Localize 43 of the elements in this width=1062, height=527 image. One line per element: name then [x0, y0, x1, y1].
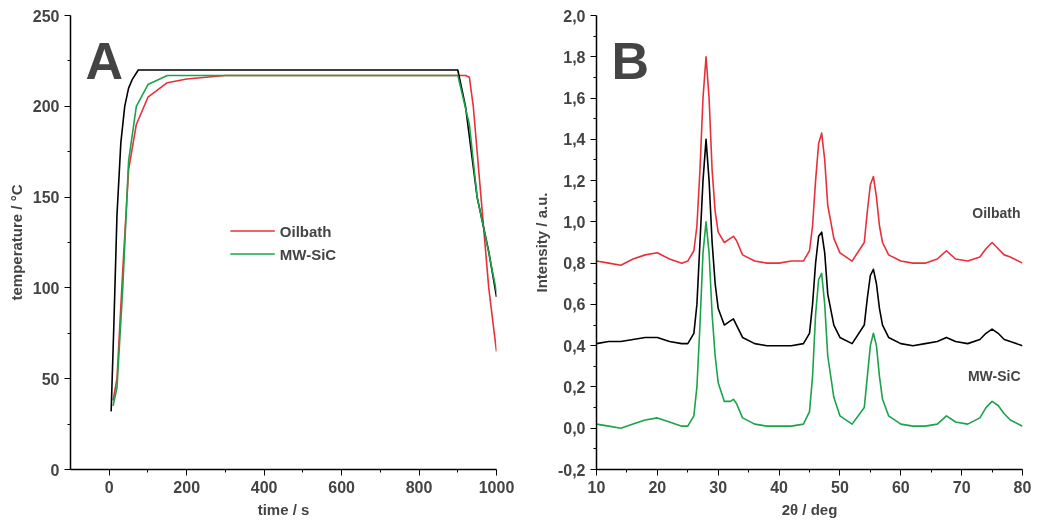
y-tick-label: 1,8 — [563, 48, 586, 66]
y-axis-title: temperature / °C — [7, 184, 25, 301]
y-tick-label: 250 — [32, 7, 60, 25]
x-axis-title: 2θ / deg — [781, 500, 838, 518]
x-tick-label: 200 — [173, 478, 201, 496]
y-tick-label: 0 — [50, 461, 60, 479]
y-tick-label: 1,2 — [563, 172, 586, 190]
y-tick-label: 200 — [32, 98, 60, 116]
y-tick-label: 1,0 — [563, 213, 586, 231]
x-tick-label: 20 — [648, 478, 667, 496]
chart-title: B — [611, 31, 650, 90]
x-tick-label: 10 — [587, 478, 606, 496]
y-axis-title: Intensity / a.u. — [532, 192, 550, 293]
x-tick-label: 70 — [952, 478, 971, 496]
y-tick-label: 2,0 — [563, 7, 586, 25]
chart-title: A — [85, 31, 124, 90]
x-tick-label: 50 — [831, 478, 849, 496]
y-tick-label: 0,8 — [563, 255, 586, 273]
legend-label: Oilbath — [279, 222, 332, 239]
legend-label: MW-SiC — [279, 245, 337, 262]
series-label: MW-SiC — [967, 368, 1021, 385]
x-tick-label: 800 — [405, 478, 433, 496]
x-tick-label: 0 — [104, 478, 114, 496]
x-tick-label: 1000 — [478, 478, 515, 496]
y-tick-label: -0,2 — [557, 461, 586, 479]
y-tick-label: 100 — [32, 279, 60, 297]
y-tick-label: 0,6 — [563, 296, 586, 314]
x-tick-label: 40 — [770, 478, 789, 496]
y-tick-label: 0,2 — [563, 378, 586, 396]
x-tick-label: 400 — [250, 478, 278, 496]
x-tick-label: 60 — [891, 478, 910, 496]
y-tick-label: 0,4 — [563, 337, 586, 355]
text: Oilbath — [972, 205, 1021, 222]
y-tick-label: 150 — [32, 189, 60, 207]
y-tick-label: 0,0 — [563, 420, 586, 438]
y-tick-label: 1,6 — [563, 90, 586, 108]
x-tick-label: 600 — [328, 478, 356, 496]
y-tick-label: 50 — [41, 370, 60, 388]
y-tick-label: 1,4 — [563, 131, 586, 149]
line-series — [596, 221, 1023, 430]
x-tick-label: 30 — [709, 478, 728, 496]
x-tick-label: 80 — [1013, 478, 1032, 496]
x-axis-title: time / s — [257, 500, 310, 518]
